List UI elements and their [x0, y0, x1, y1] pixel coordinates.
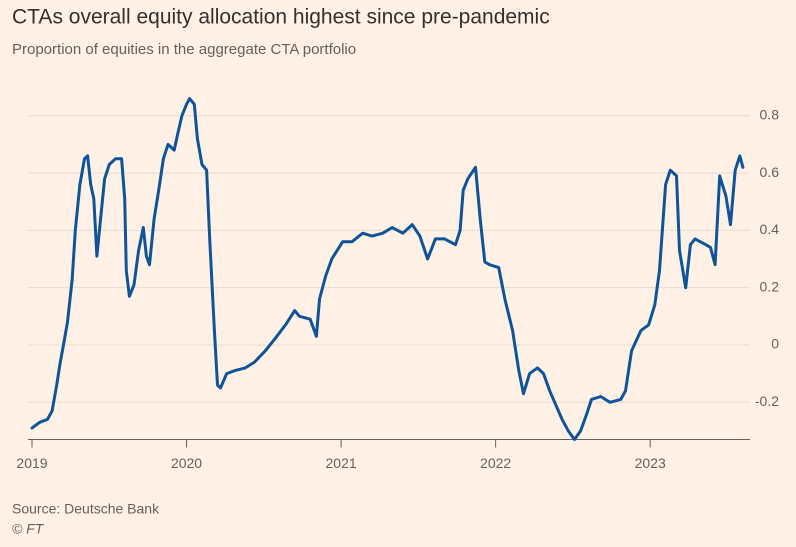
y-tick-label: -0.2: [755, 393, 779, 409]
x-tick-label: 2021: [326, 455, 357, 471]
y-tick-label: 0.4: [760, 221, 780, 237]
y-tick-label: 0.6: [760, 164, 780, 180]
x-tick-label: 2019: [16, 455, 47, 471]
x-tick-label: 2020: [171, 455, 202, 471]
data-line: [30, 97, 745, 441]
x-tick-label: 2023: [635, 455, 666, 471]
x-tick-label: 2022: [480, 455, 511, 471]
chart-subtitle: Proportion of equities in the aggregate …: [12, 41, 356, 58]
credit: © FT: [12, 521, 45, 537]
y-tick-label: 0: [771, 336, 779, 352]
chart-title: CTAs overall equity allocation highest s…: [12, 6, 550, 29]
y-tick-label: 0.8: [760, 106, 780, 122]
y-tick-label: 0.2: [760, 278, 780, 294]
source: Source: Deutsche Bank: [12, 501, 160, 517]
